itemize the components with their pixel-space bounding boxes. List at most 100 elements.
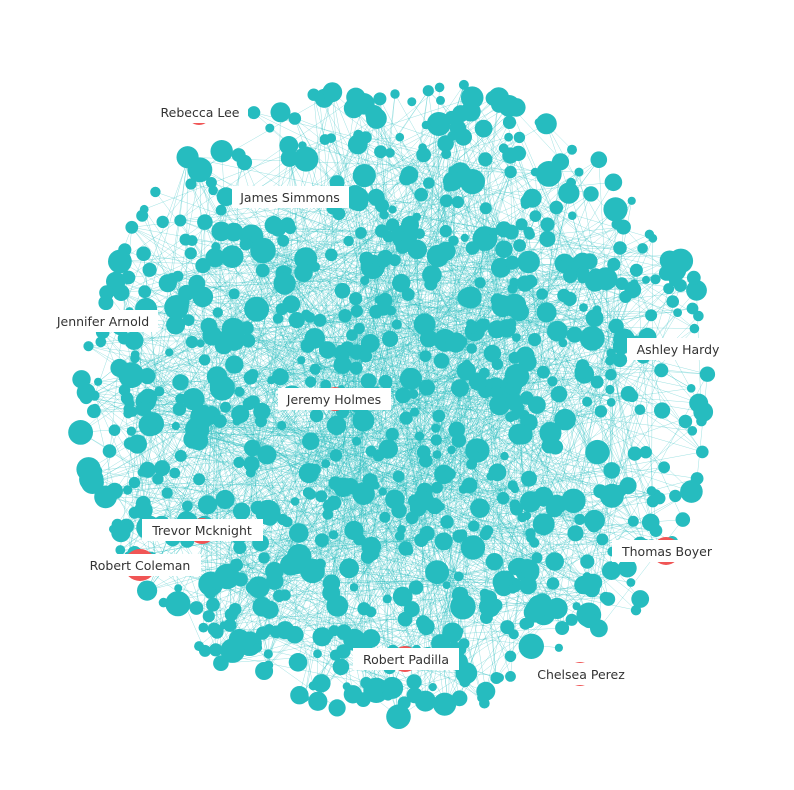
graph-node	[551, 153, 570, 171]
graph-node	[382, 594, 392, 604]
graph-node	[190, 404, 215, 429]
nodes-layer	[68, 79, 716, 729]
graph-node	[395, 132, 405, 142]
label-text: Jeremy Holmes	[286, 392, 381, 407]
graph-node	[322, 509, 334, 520]
graph-node	[174, 449, 187, 462]
graph-node	[447, 445, 456, 455]
graph-node	[536, 302, 557, 323]
graph-node	[399, 367, 422, 390]
graph-node	[574, 167, 584, 177]
graph-node	[137, 580, 158, 601]
graph-node	[419, 525, 435, 542]
graph-node	[483, 344, 502, 363]
graph-node	[252, 643, 263, 653]
graph-node	[422, 265, 442, 285]
graph-node	[182, 388, 205, 411]
graph-node	[599, 483, 624, 508]
graph-node	[470, 498, 490, 518]
graph-node	[314, 92, 325, 103]
graph-node	[379, 210, 389, 220]
graph-node	[560, 253, 569, 262]
graph-node	[585, 439, 610, 465]
graph-node	[627, 196, 636, 205]
graph-node	[478, 152, 493, 167]
graph-node	[639, 446, 652, 459]
graph-node	[247, 106, 261, 120]
graph-node	[642, 275, 650, 284]
graph-node	[626, 389, 639, 403]
graph-node	[539, 421, 562, 445]
graph-node	[288, 112, 302, 125]
graph-node	[502, 115, 517, 129]
label-text: Chelsea Perez	[537, 667, 625, 682]
graph-node	[502, 293, 527, 318]
graph-node	[288, 653, 308, 672]
graph-node	[428, 683, 437, 692]
graph-node	[453, 571, 464, 582]
graph-node	[314, 533, 329, 548]
graph-node	[476, 681, 496, 701]
graph-node	[582, 396, 593, 407]
graph-node	[506, 318, 517, 329]
graph-node	[516, 275, 534, 292]
graph-node	[329, 649, 342, 661]
graph-node	[361, 536, 382, 557]
graph-node	[352, 482, 375, 506]
graph-node	[286, 626, 304, 644]
graph-node	[385, 148, 395, 158]
graph-node	[136, 246, 151, 261]
graph-node	[603, 197, 628, 222]
graph-node	[596, 533, 609, 546]
graph-node	[309, 408, 324, 423]
graph-node	[329, 449, 343, 462]
graph-node	[554, 643, 564, 652]
graph-node	[328, 530, 339, 540]
graph-node	[478, 367, 490, 379]
graph-node	[631, 590, 650, 608]
graph-node	[309, 463, 321, 476]
graph-node	[460, 86, 484, 109]
graph-node	[204, 586, 217, 599]
graph-node	[696, 445, 709, 459]
labels-layer: Rebecca Lee James Simmons Jennifer Arnol…	[49, 101, 729, 685]
graph-node	[165, 591, 191, 617]
graph-node	[108, 249, 132, 274]
graph-node	[525, 528, 536, 539]
graph-node	[675, 512, 691, 527]
graph-node	[328, 625, 340, 637]
graph-node	[122, 485, 133, 495]
graph-node	[313, 649, 322, 659]
label-robert-coleman: Robert Coleman	[80, 554, 201, 576]
graph-node	[288, 312, 305, 329]
graph-node	[326, 495, 342, 511]
graph-node	[214, 335, 233, 355]
label-text: James Simmons	[239, 190, 340, 205]
graph-node	[185, 335, 199, 349]
graph-node	[94, 377, 103, 386]
graph-node	[378, 487, 387, 496]
graph-node	[241, 333, 256, 348]
graph-node	[466, 343, 478, 354]
graph-node	[260, 600, 279, 619]
graph-node	[212, 307, 223, 318]
graph-node	[236, 154, 253, 171]
graph-node	[529, 210, 542, 223]
graph-node	[182, 500, 193, 512]
graph-node	[90, 403, 100, 413]
graph-node	[304, 328, 326, 349]
graph-node	[429, 118, 440, 128]
graph-node	[451, 379, 469, 398]
graph-node	[197, 214, 213, 230]
graph-node	[373, 92, 387, 106]
graph-node	[509, 499, 521, 510]
graph-node	[388, 205, 397, 214]
graph-node	[495, 221, 512, 238]
graph-node	[520, 491, 542, 513]
graph-node	[365, 445, 377, 457]
graph-node	[613, 241, 627, 255]
graph-node	[371, 481, 380, 490]
graph-node	[417, 618, 435, 636]
graph-node	[282, 295, 301, 314]
label-jennifer-arnold: Jennifer Arnold	[49, 310, 158, 332]
